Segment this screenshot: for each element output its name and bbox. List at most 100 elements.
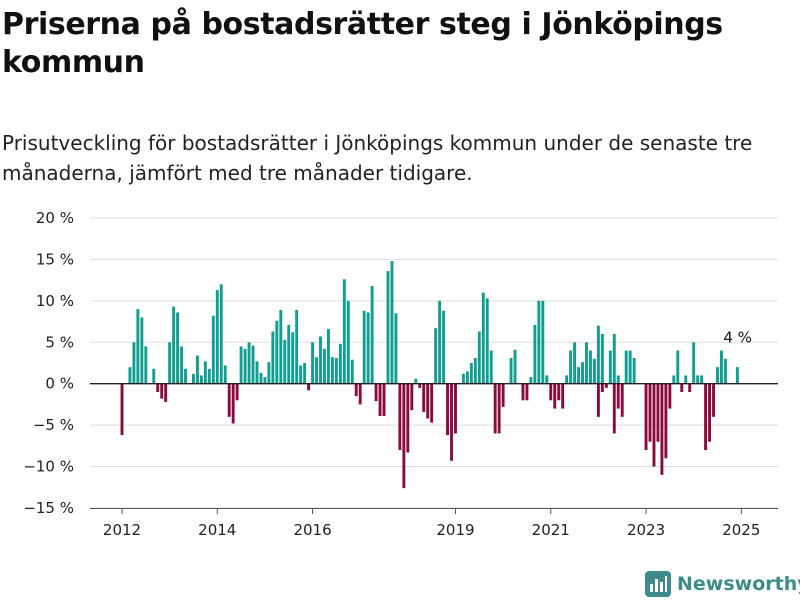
bar [497,383,501,434]
bar [541,300,545,384]
bar [334,358,338,384]
bar [501,383,505,407]
bar [207,368,211,384]
bar [136,309,140,384]
bar [545,375,549,384]
bar [477,331,481,384]
bar [652,383,656,467]
bar [700,375,704,384]
bar [624,350,628,384]
bar [350,359,354,384]
bar [370,285,374,384]
chart-title: Priserna på bostadsrätter steg i Jönköpi… [2,7,723,80]
bar [565,375,569,384]
bar [211,315,215,384]
bar [378,383,382,417]
y-tick-label: 10 % [36,292,74,310]
bar [414,378,418,384]
bar [612,383,616,434]
bar [195,355,199,384]
bar [581,362,584,384]
bar [668,383,672,409]
bar [664,383,668,459]
bar [180,346,183,384]
bar [156,383,160,392]
bar [513,349,517,384]
bar [406,383,410,453]
bar [128,367,132,384]
bar [219,284,223,384]
bar [529,377,533,384]
x-tick-label: 2016 [293,521,331,539]
x-tick-label: 2021 [532,521,570,539]
y-tick-label: −5 % [33,416,74,434]
bar [184,368,187,384]
bar [430,383,434,423]
y-tick-label: −15 % [23,499,74,517]
bar [299,365,303,384]
bar [283,339,287,384]
bar [473,358,477,384]
bar [386,271,390,384]
bar [537,300,541,384]
y-tick-label: 5 % [45,333,74,351]
bar [553,383,557,409]
bar [394,313,398,384]
bar [374,383,378,402]
bar [291,332,295,384]
newsworthy-logo-icon [645,571,671,597]
bar [231,383,235,424]
bar [247,342,251,384]
bar [243,348,247,384]
bar [680,383,684,392]
bar [267,362,271,384]
bar [446,383,449,436]
bar [315,357,318,384]
bar [450,383,453,461]
bar [569,350,573,384]
bar [434,328,438,384]
bar [366,312,370,384]
bar [628,350,632,384]
bar [533,324,537,384]
y-tick-label: −10 % [23,458,74,476]
bar [557,383,561,401]
bar [485,298,489,384]
bar [398,383,402,450]
bar [402,383,406,489]
bar [720,350,723,384]
bar [199,375,203,384]
x-tick-label: 2023 [627,521,665,539]
bar [489,350,493,384]
bar [589,350,592,384]
bar [608,350,612,384]
y-tick-label: 15 % [36,250,74,268]
bar [132,342,136,384]
bar [326,329,330,384]
bar [676,350,680,384]
bar [696,375,700,384]
bar [239,346,243,384]
bar [600,334,604,384]
bar [616,383,620,409]
bar [203,361,207,384]
bar [716,367,719,384]
bar [438,300,442,384]
x-tick-label: 2014 [198,521,236,539]
bar [723,358,727,384]
bar [600,383,604,392]
bar [577,367,580,384]
bar [481,292,485,384]
bar [164,383,168,402]
bar [632,358,636,384]
bar [704,383,708,450]
gridlines [90,217,778,509]
bar [259,372,263,384]
bar [279,309,283,384]
bar [303,363,307,384]
bar [358,383,362,405]
bar [168,342,172,384]
bar [620,383,624,417]
y-tick-label: 0 % [45,375,74,393]
bar [251,345,255,384]
